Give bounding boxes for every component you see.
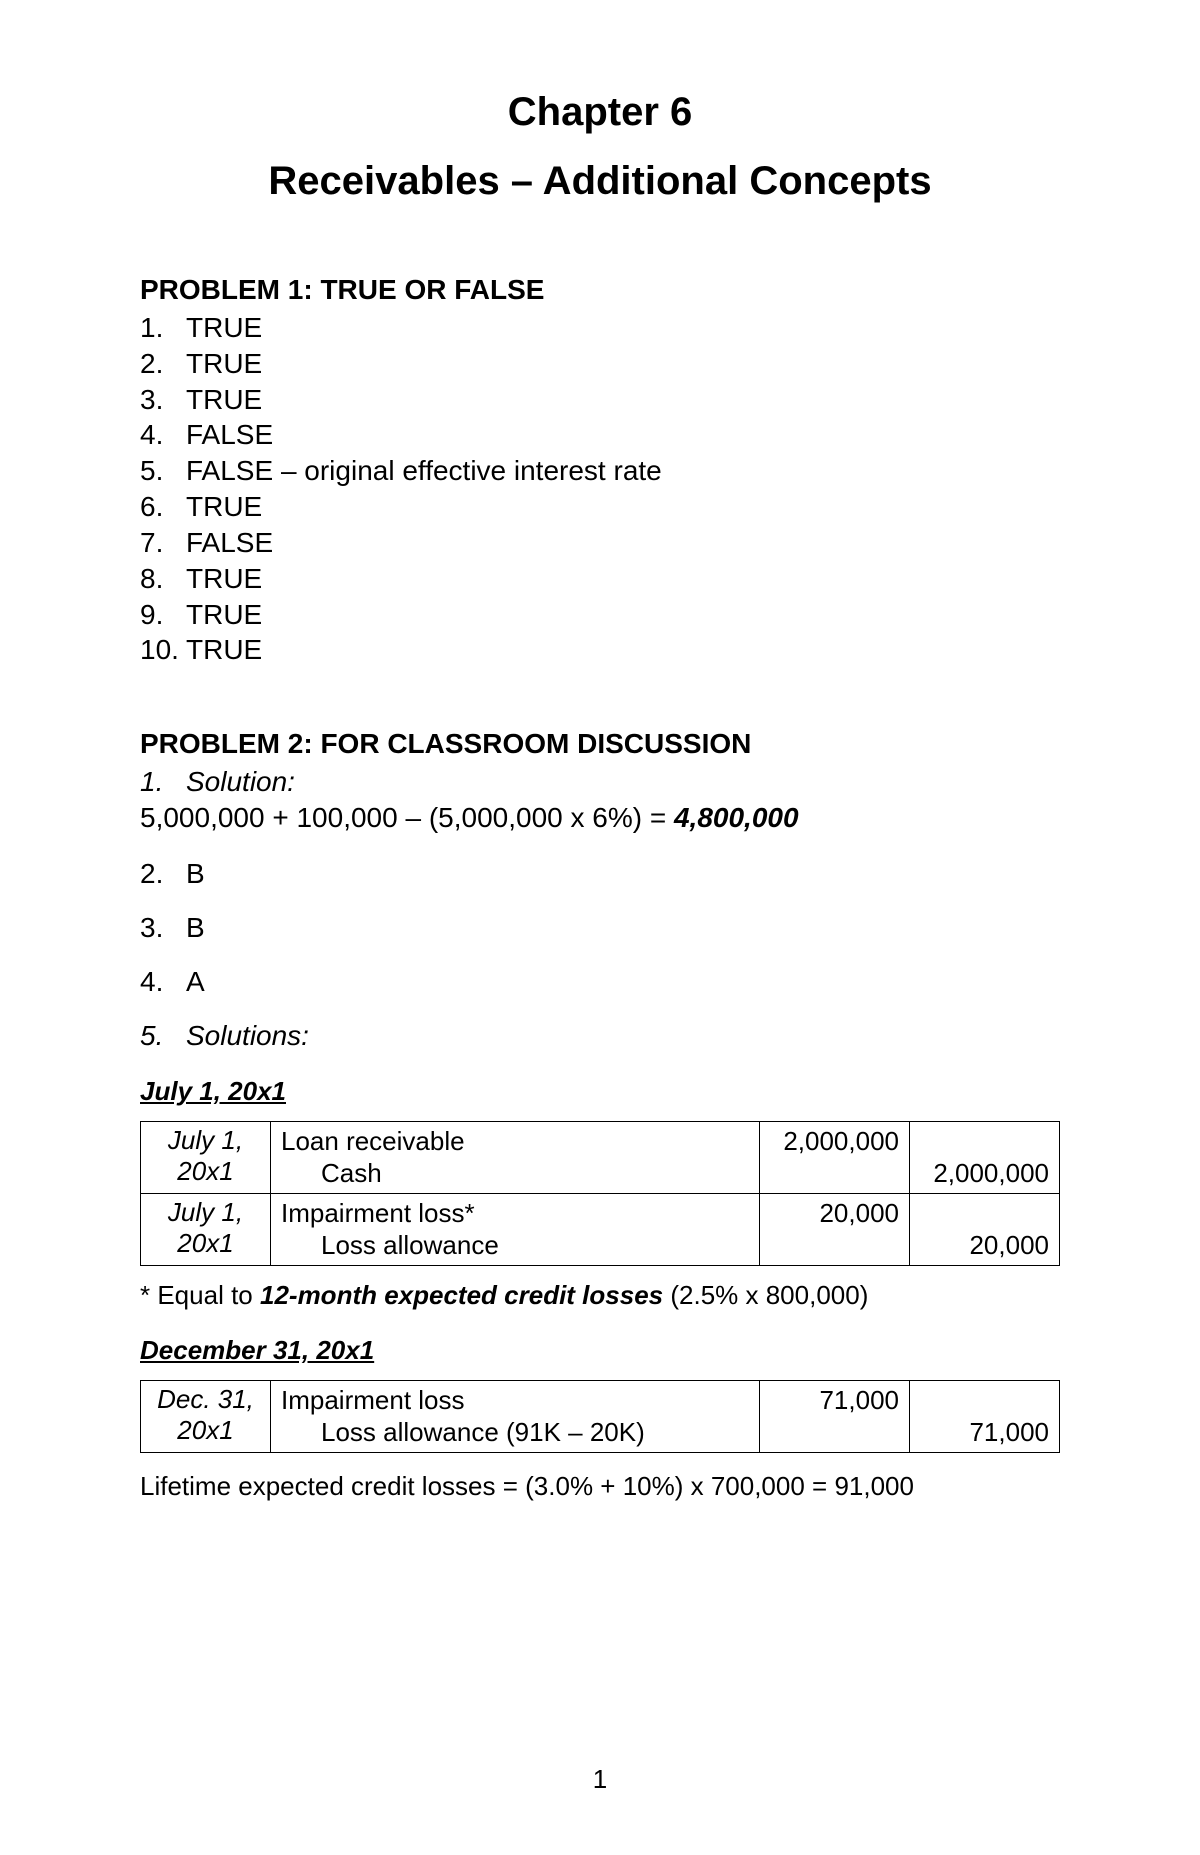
item-number: 10.: [140, 632, 186, 668]
entry-credit: 2,000,000: [910, 1121, 1060, 1193]
table-row: July 1,20x1 Loan receivableCash 2,000,00…: [141, 1121, 1060, 1193]
list-item: 6.TRUE: [140, 489, 1060, 525]
problem2-q2: 2.B: [140, 858, 1060, 890]
item-answer: B: [186, 858, 205, 889]
item-number: 9.: [140, 597, 186, 633]
journal-entry-table-1: July 1,20x1 Loan receivableCash 2,000,00…: [140, 1121, 1060, 1266]
item-answer: B: [186, 912, 205, 943]
item-number: 4.: [140, 966, 186, 998]
item-number: 3.: [140, 912, 186, 944]
item-answer: TRUE: [186, 491, 262, 522]
problem2-header: PROBLEM 2: FOR CLASSROOM DISCUSSION: [140, 728, 1060, 760]
entry-credit: 20,000: [910, 1193, 1060, 1265]
list-item: 5.FALSE – original effective interest ra…: [140, 453, 1060, 489]
entry-date: Dec. 31,20x1: [141, 1380, 271, 1452]
item-number: 1.: [140, 310, 186, 346]
item-answer: TRUE: [186, 634, 262, 665]
entry-credit: 71,000: [910, 1380, 1060, 1452]
list-item: 1.TRUE: [140, 310, 1060, 346]
page-number: 1: [0, 1764, 1200, 1795]
entry-accounts: Impairment loss*Loss allowance: [271, 1193, 760, 1265]
list-item: 3.TRUE: [140, 382, 1060, 418]
date-header-1: July 1, 20x1: [140, 1076, 1060, 1107]
problem2-q1-calc: 5,000,000 + 100,000 – (5,000,000 x 6%) =…: [140, 800, 1060, 836]
list-item: 7.FALSE: [140, 525, 1060, 561]
item-answer: TRUE: [186, 384, 262, 415]
item-number: 1.: [140, 764, 186, 800]
list-item: 8.TRUE: [140, 561, 1060, 597]
list-item: 9.TRUE: [140, 597, 1060, 633]
entry-debit: 71,000: [760, 1380, 910, 1452]
problem2-q3: 3.B: [140, 912, 1060, 944]
date-header-2: December 31, 20x1: [140, 1335, 1060, 1366]
problem2-q1: 1.Solution:: [140, 764, 1060, 800]
item-number: 3.: [140, 382, 186, 418]
entry-date: July 1,20x1: [141, 1193, 271, 1265]
table-row: Dec. 31,20x1 Impairment lossLoss allowan…: [141, 1380, 1060, 1452]
chapter-subtitle: Receivables – Additional Concepts: [140, 159, 1060, 204]
solution-label: Solution:: [186, 766, 295, 797]
item-number: 2.: [140, 858, 186, 890]
item-answer: FALSE: [186, 527, 273, 558]
entry-debit: 20,000: [760, 1193, 910, 1265]
item-answer: A: [186, 966, 205, 997]
calc-text: 5,000,000 + 100,000 – (5,000,000 x 6%) =: [140, 802, 674, 833]
item-answer: TRUE: [186, 599, 262, 630]
item-number: 5.: [140, 1020, 186, 1052]
footnote-1: * Equal to 12-month expected credit loss…: [140, 1280, 1060, 1311]
item-answer: TRUE: [186, 348, 262, 379]
item-number: 4.: [140, 417, 186, 453]
final-calculation: Lifetime expected credit losses = (3.0% …: [140, 1471, 1060, 1502]
calc-answer: 4,800,000: [674, 802, 799, 833]
item-answer: TRUE: [186, 312, 262, 343]
item-number: 8.: [140, 561, 186, 597]
chapter-title: Chapter 6: [140, 90, 1060, 135]
problem1-list: 1.TRUE 2.TRUE 3.TRUE 4.FALSE 5.FALSE – o…: [140, 310, 1060, 668]
list-item: 4.FALSE: [140, 417, 1060, 453]
list-item: 10.TRUE: [140, 632, 1060, 668]
entry-date: July 1,20x1: [141, 1121, 271, 1193]
problem2-q5: 5.Solutions:: [140, 1020, 1060, 1052]
problem1-header: PROBLEM 1: TRUE OR FALSE: [140, 274, 1060, 306]
item-number: 5.: [140, 453, 186, 489]
solution-label: Solutions:: [186, 1020, 309, 1051]
item-answer: TRUE: [186, 563, 262, 594]
problem2-q4: 4.A: [140, 966, 1060, 998]
entry-accounts: Impairment lossLoss allowance (91K – 20K…: [271, 1380, 760, 1452]
document-page: Chapter 6 Receivables – Additional Conce…: [0, 0, 1200, 1855]
entry-accounts: Loan receivableCash: [271, 1121, 760, 1193]
item-answer: FALSE – original effective interest rate: [186, 455, 662, 486]
item-number: 6.: [140, 489, 186, 525]
table-row: July 1,20x1 Impairment loss*Loss allowan…: [141, 1193, 1060, 1265]
journal-entry-table-2: Dec. 31,20x1 Impairment lossLoss allowan…: [140, 1380, 1060, 1453]
item-answer: FALSE: [186, 419, 273, 450]
item-number: 2.: [140, 346, 186, 382]
list-item: 2.TRUE: [140, 346, 1060, 382]
item-number: 7.: [140, 525, 186, 561]
entry-debit: 2,000,000: [760, 1121, 910, 1193]
